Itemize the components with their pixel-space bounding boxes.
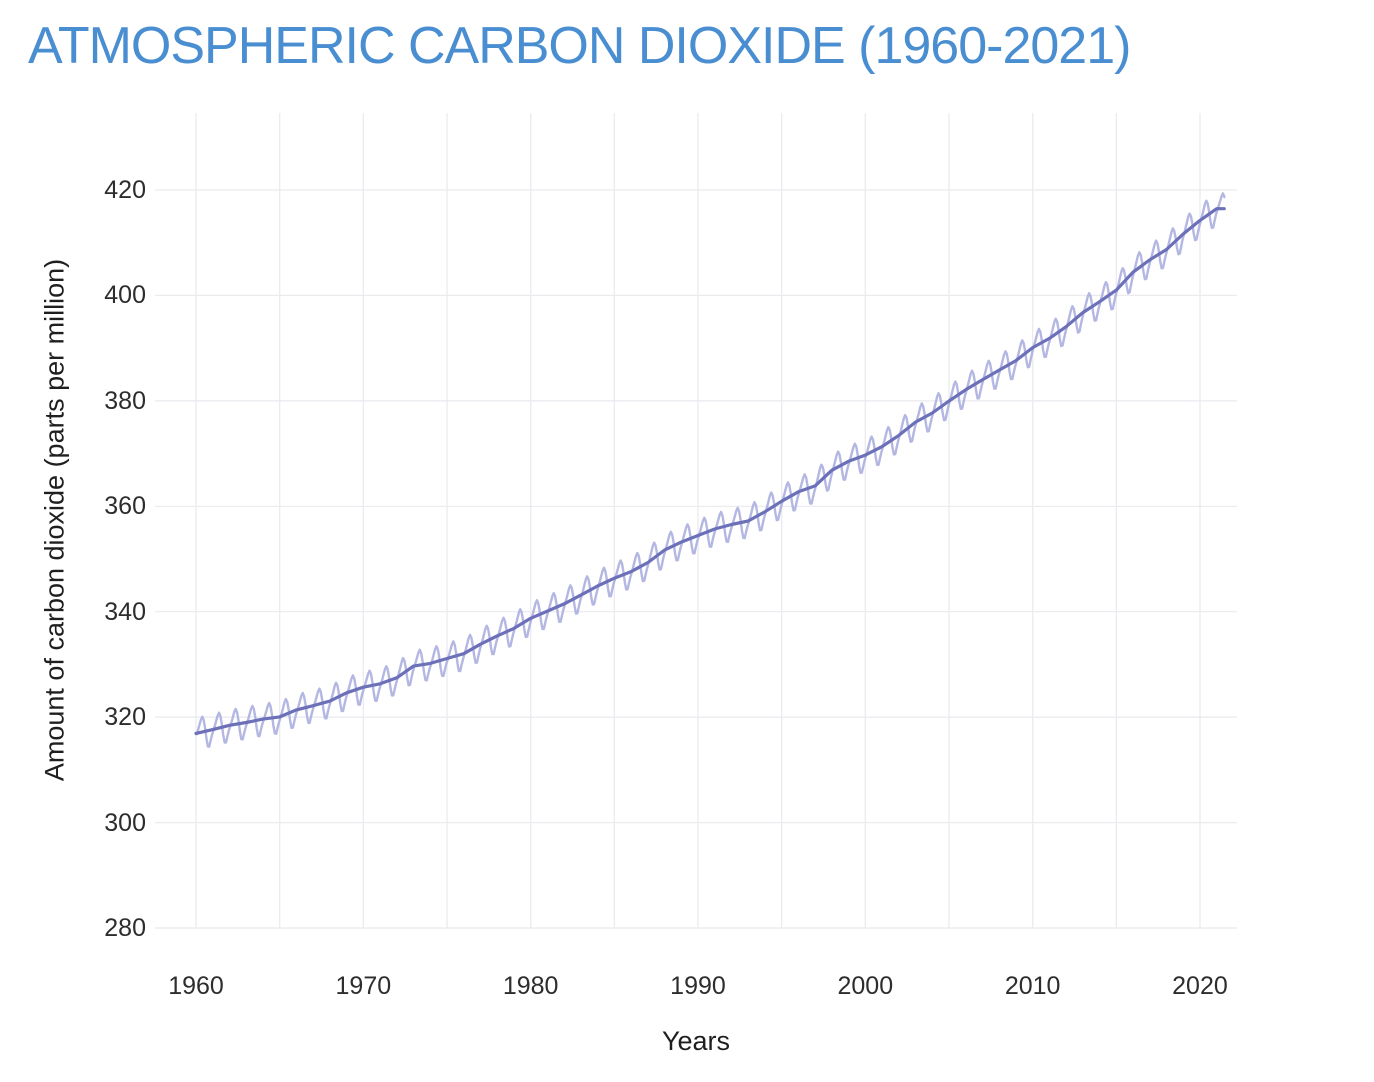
x-tick-label: 2000 bbox=[837, 972, 894, 1000]
chart-title: ATMOSPHERIC CARBON DIOXIDE (1960-2021) bbox=[28, 17, 1131, 75]
y-tick-label: 280 bbox=[104, 914, 146, 942]
seasonal-line-series bbox=[195, 192, 1226, 748]
x-tick-label: 1990 bbox=[670, 972, 726, 1000]
x-tick-label: 1960 bbox=[168, 972, 224, 1000]
y-tick-label: 320 bbox=[104, 703, 146, 732]
x-tick-label: 1970 bbox=[335, 972, 392, 1000]
y-tick-label: 340 bbox=[104, 597, 146, 626]
x-tick-label: 1980 bbox=[502, 972, 559, 1000]
trend-line-series bbox=[194, 207, 1226, 736]
y-tick-label: 400 bbox=[104, 281, 146, 310]
y-tick-label: 380 bbox=[104, 386, 146, 415]
x-tick-label: 2020 bbox=[1172, 972, 1228, 1000]
x-tick-label: 2010 bbox=[1004, 972, 1061, 1000]
x-axis-title: Years bbox=[661, 1026, 731, 1056]
y-tick-label: 360 bbox=[104, 492, 146, 521]
y-tick-label: 300 bbox=[104, 808, 146, 837]
y-tick-label: 420 bbox=[104, 176, 146, 204]
y-axis-title: Amount of carbon dioxide (parts per mill… bbox=[39, 258, 70, 782]
